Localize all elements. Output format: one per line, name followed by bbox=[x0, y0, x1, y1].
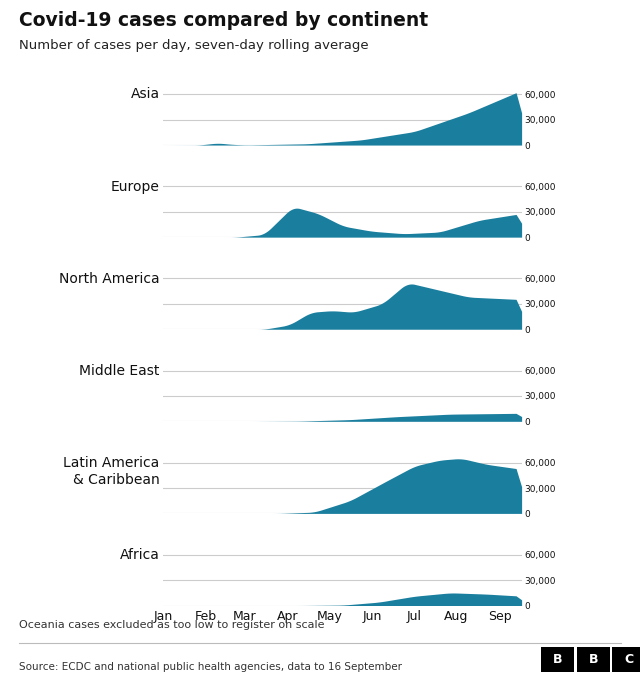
Text: Asia: Asia bbox=[131, 88, 159, 102]
Text: Covid-19 cases compared by continent: Covid-19 cases compared by continent bbox=[19, 10, 428, 29]
Text: C: C bbox=[625, 653, 634, 666]
Text: Latin America
& Caribbean: Latin America & Caribbean bbox=[63, 456, 159, 487]
Text: Source: ECDC and national public health agencies, data to 16 September: Source: ECDC and national public health … bbox=[19, 662, 402, 671]
Text: B: B bbox=[553, 653, 562, 666]
Text: Number of cases per day, seven-day rolling average: Number of cases per day, seven-day rolli… bbox=[19, 38, 369, 52]
Text: B: B bbox=[589, 653, 598, 666]
Text: Oceania cases excluded as too low to register on scale: Oceania cases excluded as too low to reg… bbox=[19, 620, 324, 629]
Text: Europe: Europe bbox=[111, 180, 159, 194]
Text: Africa: Africa bbox=[120, 548, 159, 562]
Text: North America: North America bbox=[59, 272, 159, 286]
Text: Middle East: Middle East bbox=[79, 364, 159, 378]
